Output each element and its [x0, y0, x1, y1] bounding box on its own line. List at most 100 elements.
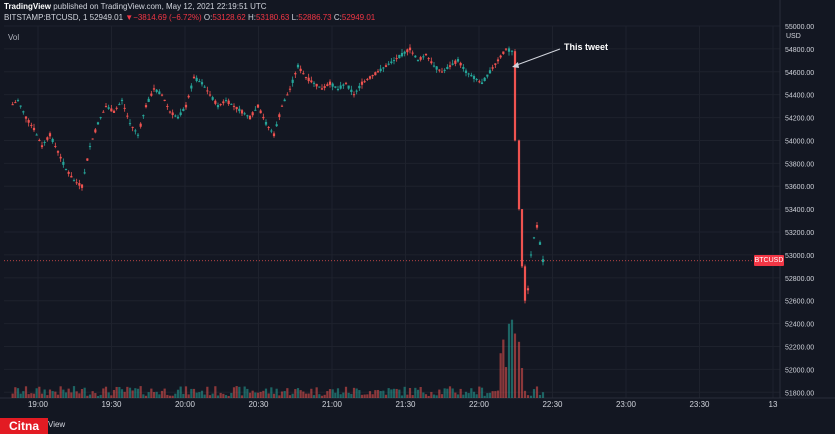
low-value: 52886.73 [298, 13, 332, 22]
volume-bar [211, 393, 214, 398]
candle-body [520, 209, 524, 267]
candle-body [526, 288, 530, 291]
candle-body [459, 62, 462, 66]
candle-body [462, 67, 465, 69]
candle-body [168, 111, 172, 113]
volume-bar [400, 395, 404, 398]
candle-body [176, 116, 180, 119]
candle-body [30, 124, 33, 126]
volume-bar [43, 389, 46, 398]
footer-text: View [48, 420, 66, 429]
current-price-badge: BTCUSD [754, 255, 784, 266]
x-tick-label: 19:30 [101, 400, 122, 409]
x-tick-label: 22:30 [542, 400, 563, 409]
candle-body [538, 242, 542, 245]
publish-info: published on TradingView.com, May 12, 20… [50, 2, 267, 11]
volume-bar [118, 387, 121, 398]
volume-bar [256, 392, 260, 398]
volume-bar [456, 394, 460, 398]
volume-bar [78, 393, 81, 398]
candle-body [155, 89, 158, 92]
volume-bar [326, 391, 329, 398]
volume-bar [104, 386, 108, 398]
price-change: −3814.69 (−6.72%) [133, 13, 202, 22]
candle-body [51, 138, 54, 143]
volume-bar [538, 394, 542, 398]
candle-body [187, 95, 190, 98]
volume-bar [59, 386, 62, 398]
volume-bar [416, 389, 420, 398]
candle-body [310, 80, 313, 83]
volume-bar [374, 390, 377, 398]
candle-body [43, 142, 46, 144]
symbol-label[interactable]: BITSTAMP:BTCUSD, 1 [4, 13, 88, 22]
candle-body [222, 101, 225, 104]
volume-bar [406, 394, 409, 398]
candle-body [72, 180, 76, 182]
candle-body [22, 111, 25, 113]
volume-bar [67, 388, 70, 398]
volume-bar [35, 388, 38, 398]
candle-body [216, 105, 220, 108]
volume-bar [480, 387, 484, 398]
volume-bar [475, 394, 478, 398]
volume-bar [347, 392, 350, 398]
candle-body [302, 73, 305, 75]
volume-bar [206, 386, 209, 398]
volume-bar [11, 393, 14, 398]
candle-body [270, 130, 273, 132]
volume-bar [504, 367, 508, 398]
currency-label: USD [786, 33, 801, 40]
volume-bar [174, 393, 177, 398]
candle-body [422, 56, 425, 58]
volume-bar [368, 391, 372, 398]
candle-body [510, 50, 514, 52]
candle-body [35, 134, 38, 136]
volume-bar [184, 386, 188, 398]
candle-body [326, 84, 329, 86]
candle-body [486, 74, 489, 77]
volume-bar [115, 386, 118, 398]
candle-body [131, 126, 134, 128]
candle-body [171, 112, 174, 116]
candle-body [272, 133, 276, 137]
candle-body [208, 94, 212, 96]
candle-body [120, 99, 124, 101]
candle-body [494, 63, 497, 65]
volume-bar [139, 386, 142, 398]
candle-body [147, 98, 150, 102]
candle-body [406, 49, 409, 53]
candle-body [328, 81, 332, 85]
volume-bar [424, 394, 428, 398]
candle-body [475, 78, 478, 80]
volume-bar [318, 394, 321, 398]
candle-body [128, 123, 132, 125]
candle-body [32, 127, 36, 131]
candle-body [158, 91, 161, 95]
volume-bar [219, 392, 222, 398]
y-tick-label: 52800.00 [785, 276, 814, 283]
volume-bar [227, 395, 230, 398]
candle-body [232, 105, 236, 107]
candle-body [179, 112, 182, 116]
volume-bar [222, 393, 225, 398]
candle-body [307, 77, 310, 82]
volume-bar [379, 390, 382, 398]
volume-bar [496, 390, 500, 398]
candle-body [54, 145, 57, 147]
volume-bar [296, 388, 300, 398]
candle-body [541, 259, 545, 263]
candle-body [248, 115, 252, 120]
volume-bar [232, 387, 236, 398]
volume-bar [134, 388, 137, 398]
volume-bar [371, 394, 374, 398]
volume-bar [491, 391, 494, 398]
candle-body [166, 105, 169, 107]
volume-bar [208, 395, 212, 398]
volume-bar [432, 394, 436, 398]
y-tick-label: 54000.00 [785, 138, 814, 145]
candle-body [160, 94, 164, 96]
candle-body [184, 104, 188, 108]
down-arrow-icon: ▼ [125, 13, 134, 22]
